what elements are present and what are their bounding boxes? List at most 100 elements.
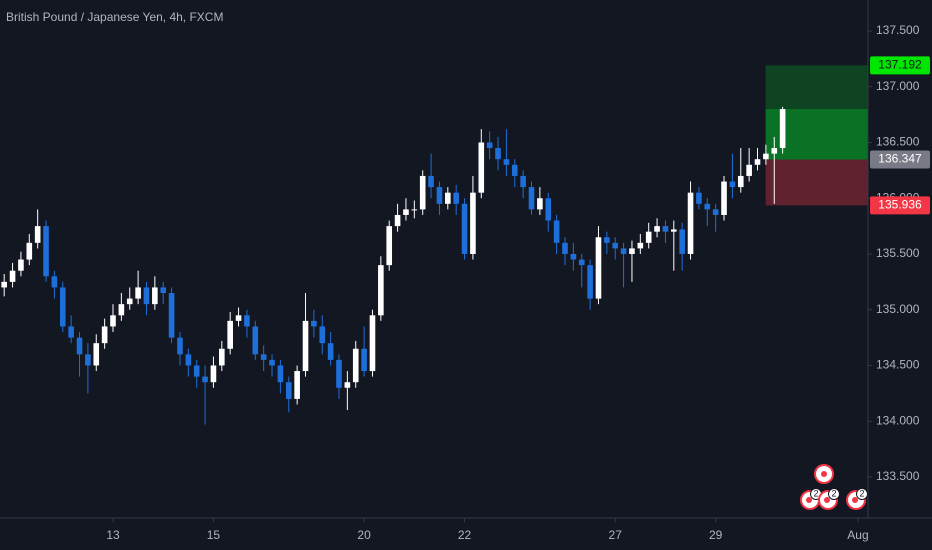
candle-body: [118, 304, 125, 316]
candle-body: [269, 359, 275, 366]
price-label-box: [870, 196, 930, 215]
y-tick-label: 137.000: [876, 79, 920, 93]
candle-body: [411, 209, 418, 211]
price-label-box: [870, 56, 930, 75]
candle-body: [285, 382, 292, 399]
candle-body: [570, 253, 577, 260]
candle-body: [419, 175, 426, 210]
candle-body: [604, 237, 610, 243]
candle-body: [336, 359, 342, 388]
x-tick-label: 15: [207, 528, 221, 542]
candle-body: [478, 142, 485, 193]
candle-body: [537, 198, 543, 210]
candle-body: [771, 148, 778, 154]
candle-body: [545, 198, 552, 221]
stop-zone: [765, 159, 868, 206]
candle-body: [671, 229, 677, 232]
x-tick-label: 27: [609, 528, 623, 542]
event-count: 2: [859, 488, 864, 498]
candle-body: [93, 343, 100, 366]
candle-body: [235, 315, 242, 321]
candle-body: [721, 181, 727, 215]
candle-body: [562, 242, 568, 254]
y-tick-label: 134.000: [876, 413, 920, 427]
y-tick-label: 136.500: [876, 135, 920, 149]
y-tick-label: 134.500: [876, 358, 920, 372]
candle-body: [428, 175, 434, 188]
candle-body: [737, 175, 744, 188]
candle-body: [511, 164, 518, 176]
candle-body: [294, 371, 300, 399]
candle-body: [386, 226, 393, 266]
candle-body: [612, 242, 619, 249]
candle-body: [394, 214, 401, 227]
candle-body: [51, 276, 58, 288]
x-tick-label: 20: [357, 528, 371, 542]
x-tick-label: 29: [709, 528, 723, 542]
plot-area: [1, 65, 868, 425]
candle-body: [595, 237, 602, 299]
candle-body: [503, 159, 510, 165]
y-tick-label: 137.500: [876, 23, 920, 37]
candle-body: [729, 181, 736, 188]
candle-body: [76, 337, 83, 355]
price-label: 136.347: [878, 152, 922, 166]
y-tick-label: 133.500: [876, 469, 920, 483]
candle-body: [369, 315, 376, 372]
candle-body: [210, 365, 217, 383]
candle-body: [126, 298, 133, 305]
candle-body: [252, 326, 259, 355]
candle-body: [687, 192, 694, 254]
candle-body: [763, 153, 769, 160]
candle-body: [193, 365, 200, 377]
x-tick-label: 13: [106, 528, 120, 542]
candle-body: [143, 287, 150, 305]
candle-body: [553, 220, 560, 243]
x-tick-label: Aug: [847, 528, 868, 542]
candle-body: [302, 320, 309, 372]
candle-body: [679, 229, 685, 254]
candle-body: [637, 242, 644, 249]
event-dot: [806, 497, 812, 503]
candle-body: [436, 187, 443, 204]
candle-body: [85, 354, 91, 366]
candle-body: [1, 281, 7, 288]
candle-body: [654, 226, 660, 232]
event-count: 2: [813, 488, 818, 498]
candle-body: [244, 315, 250, 327]
candle-body: [403, 209, 409, 215]
candle-body: [168, 293, 175, 338]
candle-body: [461, 203, 468, 254]
candle-body: [277, 365, 284, 383]
candle-body: [620, 248, 627, 254]
candle-body: [110, 315, 116, 327]
event-badge: [856, 488, 868, 500]
candle-body: [528, 187, 535, 210]
candle-body: [219, 348, 225, 366]
candle-body: [779, 109, 786, 149]
candle-body: [59, 287, 66, 327]
candle-body: [152, 287, 158, 305]
candle-body: [587, 265, 593, 299]
y-tick-label: 135.000: [876, 302, 920, 316]
candle-body: [327, 343, 334, 360]
candle-body: [378, 265, 384, 316]
candle-body: [177, 337, 183, 355]
candle-body: [34, 226, 41, 243]
candle-body: [495, 148, 501, 160]
candle-body: [486, 142, 493, 149]
candle-body: [68, 326, 74, 338]
candle-body: [160, 287, 167, 294]
candle-body: [135, 287, 141, 299]
candle-body: [696, 192, 702, 204]
candle-body: [352, 348, 359, 383]
candle-body: [445, 192, 451, 204]
price-label: 135.936: [878, 198, 922, 212]
candle-body: [712, 209, 719, 215]
candle-body: [361, 348, 367, 372]
candle-body: [9, 270, 16, 282]
chart-title: British Pound / Japanese Yen, 4h, FXCM: [6, 10, 223, 24]
candle-body: [344, 382, 351, 388]
candle-body: [227, 320, 233, 349]
event-dot: [824, 497, 830, 503]
